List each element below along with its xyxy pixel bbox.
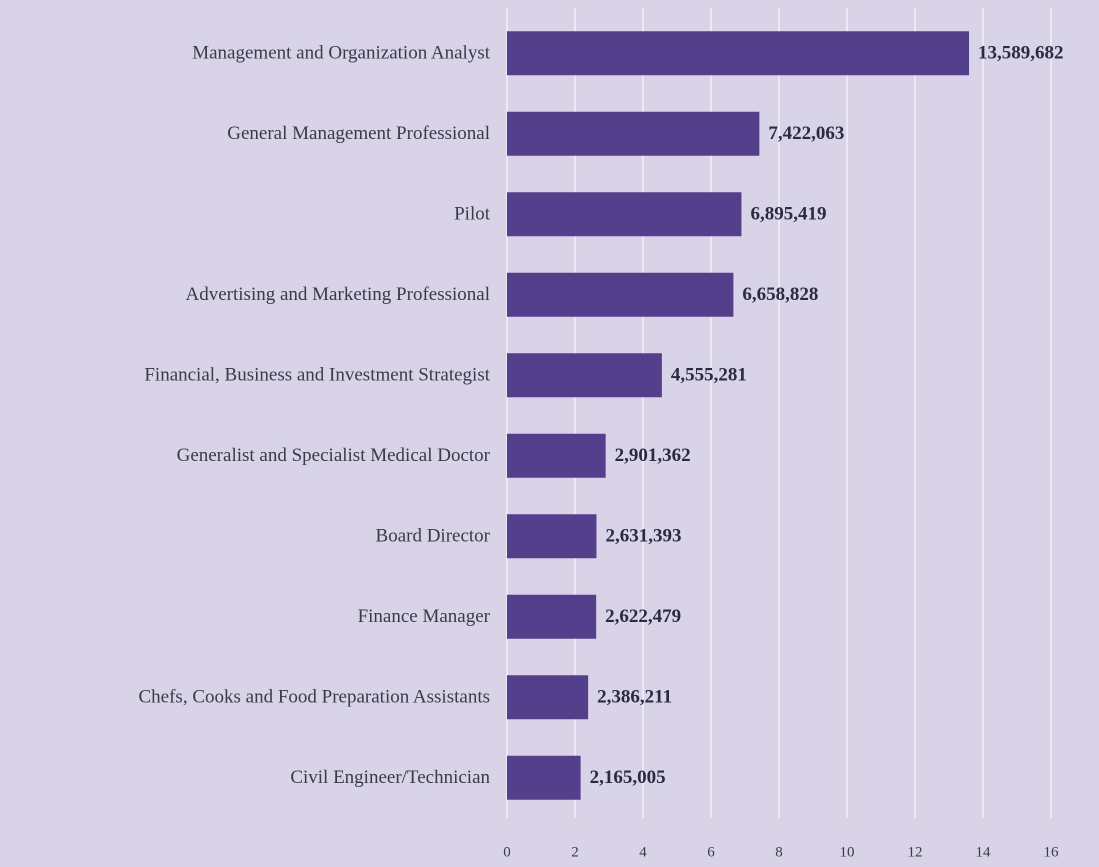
- x-tick-label: 4: [639, 844, 647, 860]
- bar: [507, 192, 742, 237]
- bar: [507, 111, 760, 156]
- value-label: 6,895,419: [750, 204, 826, 225]
- x-tick-label: 8: [775, 844, 783, 860]
- value-label: 2,901,362: [615, 445, 691, 466]
- value-label: 2,631,393: [605, 526, 681, 547]
- value-label: 2,386,211: [597, 687, 672, 708]
- category-label: Pilot: [454, 204, 491, 225]
- bar: [507, 353, 662, 398]
- category-label: Generalist and Specialist Medical Doctor: [177, 445, 491, 466]
- bar: [507, 31, 970, 76]
- category-label: Finance Manager: [358, 606, 491, 627]
- category-label: Chefs, Cooks and Food Preparation Assist…: [139, 687, 491, 708]
- x-tick-label: 2: [571, 844, 579, 860]
- category-label: Advertising and Marketing Professional: [186, 284, 490, 305]
- value-label: 2,622,479: [605, 606, 681, 627]
- x-tick-label: 14: [976, 844, 992, 860]
- bar: [507, 272, 734, 317]
- value-label: 4,555,281: [671, 365, 747, 386]
- value-label: 6,658,828: [742, 284, 818, 305]
- bar: [507, 675, 589, 720]
- category-label: Civil Engineer/Technician: [290, 767, 490, 788]
- x-tick-label: 0: [503, 844, 511, 860]
- bar: [507, 594, 597, 639]
- category-label: Board Director: [376, 526, 491, 547]
- x-tick-label: 6: [707, 844, 715, 860]
- x-tick-label: 16: [1044, 844, 1060, 860]
- bar: [507, 755, 581, 800]
- category-label: Financial, Business and Investment Strat…: [144, 365, 490, 386]
- category-label: General Management Professional: [227, 123, 490, 144]
- bar: [507, 514, 597, 559]
- bar: [507, 433, 606, 478]
- value-label: 13,589,682: [978, 43, 1064, 64]
- x-tick-label: 12: [908, 844, 923, 860]
- x-tick-label: 10: [840, 844, 855, 860]
- value-label: 2,165,005: [590, 767, 666, 788]
- category-label: Management and Organization Analyst: [192, 43, 490, 64]
- value-label: 7,422,063: [768, 123, 844, 144]
